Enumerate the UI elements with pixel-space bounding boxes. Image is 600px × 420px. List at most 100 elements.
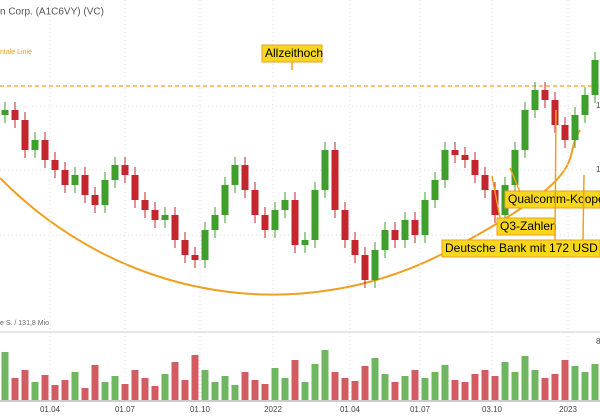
volume-bar — [511, 372, 519, 400]
candle-body — [521, 110, 529, 150]
volume-bar — [61, 380, 69, 400]
candle-body — [231, 165, 239, 185]
candle-body — [281, 200, 289, 210]
volume-bar — [51, 385, 59, 400]
trend-curve — [0, 129, 581, 296]
volume-bar — [161, 374, 169, 400]
candle-body — [441, 150, 449, 180]
candle-body — [201, 230, 209, 260]
volume-bar — [31, 382, 39, 400]
candle-body — [141, 200, 149, 210]
candle-body — [511, 150, 519, 185]
volume-bar — [41, 375, 49, 400]
candle-body — [131, 175, 139, 200]
candle-body — [71, 175, 79, 185]
volume-bar — [401, 376, 409, 400]
candle-body — [311, 190, 319, 240]
x-tick-label: 01.10 — [190, 405, 211, 414]
right-label: 1 — [596, 101, 600, 110]
line-label: ntale Linie — [0, 49, 32, 56]
volume-bar — [381, 374, 389, 400]
volume-bar — [151, 386, 159, 400]
volume-bar — [221, 376, 229, 400]
annotation-box — [504, 190, 600, 209]
right-label: 1 — [596, 165, 600, 174]
volume-bar — [81, 388, 89, 400]
candle-body — [241, 165, 249, 190]
candle-body — [61, 170, 69, 185]
candle-body — [451, 150, 459, 155]
candle-body — [361, 255, 369, 280]
candle-body — [261, 215, 269, 230]
volume-bar — [571, 366, 579, 400]
volume-bar — [441, 365, 449, 400]
volume-label: e S. / 131,8 Mio — [0, 320, 49, 327]
volume-bar — [531, 370, 539, 400]
candle-body — [401, 220, 409, 240]
candle-body — [21, 120, 29, 150]
candle-body — [101, 180, 109, 205]
x-tick-label: 01.07 — [410, 405, 431, 414]
volume-bar — [201, 370, 209, 400]
candle-body — [381, 230, 389, 250]
x-tick-label: 2022 — [264, 405, 282, 414]
volume-bar — [241, 372, 249, 400]
volume-bar — [71, 372, 79, 400]
volume-bar — [11, 378, 19, 400]
chart-title: n Corp. (A1C6VY) (VC) — [0, 7, 104, 18]
candle-body — [41, 140, 49, 160]
candle-body — [481, 175, 489, 190]
volume-bar — [481, 370, 489, 400]
volume-bar — [321, 350, 329, 400]
volume-bar — [471, 374, 479, 400]
volume-bar — [331, 372, 339, 400]
volume-bar — [461, 382, 469, 400]
volume-bar — [211, 382, 219, 400]
candle-body — [591, 60, 599, 95]
candle-body — [341, 210, 349, 240]
volume-bar — [431, 372, 439, 400]
volume-bar — [91, 365, 99, 400]
volume-bar — [191, 355, 199, 400]
candle-body — [321, 150, 329, 190]
candle-body — [91, 195, 99, 205]
annotation-box — [441, 239, 600, 258]
candle-body — [431, 180, 439, 200]
volume-bar — [491, 376, 499, 400]
right-label: 8 — [596, 337, 600, 346]
volume-bar — [181, 380, 189, 400]
candle-body — [411, 220, 419, 235]
volume-bar — [131, 370, 139, 400]
candle-body — [191, 255, 199, 260]
volume-bar — [281, 378, 289, 400]
candle-body — [1, 110, 9, 115]
candle-body — [331, 150, 339, 210]
candle-body — [391, 230, 399, 240]
candle-body — [121, 165, 129, 175]
volume-bar — [341, 378, 349, 400]
candle-body — [161, 215, 169, 220]
candle-body — [581, 95, 589, 115]
candle-body — [221, 185, 229, 215]
volume-bar — [301, 382, 309, 400]
candle-body — [81, 175, 89, 195]
volume-bar — [311, 364, 319, 400]
x-tick-label: 01.04 — [40, 405, 61, 414]
candle-body — [461, 155, 469, 160]
volume-bar — [231, 385, 239, 400]
candle-body — [171, 215, 179, 240]
candle-body — [371, 250, 379, 280]
volume-bar — [1, 352, 9, 400]
volume-bar — [581, 372, 589, 400]
candle-body — [421, 200, 429, 235]
candle-body — [151, 210, 159, 220]
volume-bar — [101, 382, 109, 400]
candle-body — [571, 115, 579, 140]
volume-bar — [261, 384, 269, 400]
x-tick-label: 2023 — [559, 405, 577, 414]
candle-body — [111, 165, 119, 180]
volume-bar — [541, 378, 549, 400]
x-tick-label: 03.10 — [482, 405, 503, 414]
volume-bar — [21, 370, 29, 400]
volume-bar — [551, 374, 559, 400]
